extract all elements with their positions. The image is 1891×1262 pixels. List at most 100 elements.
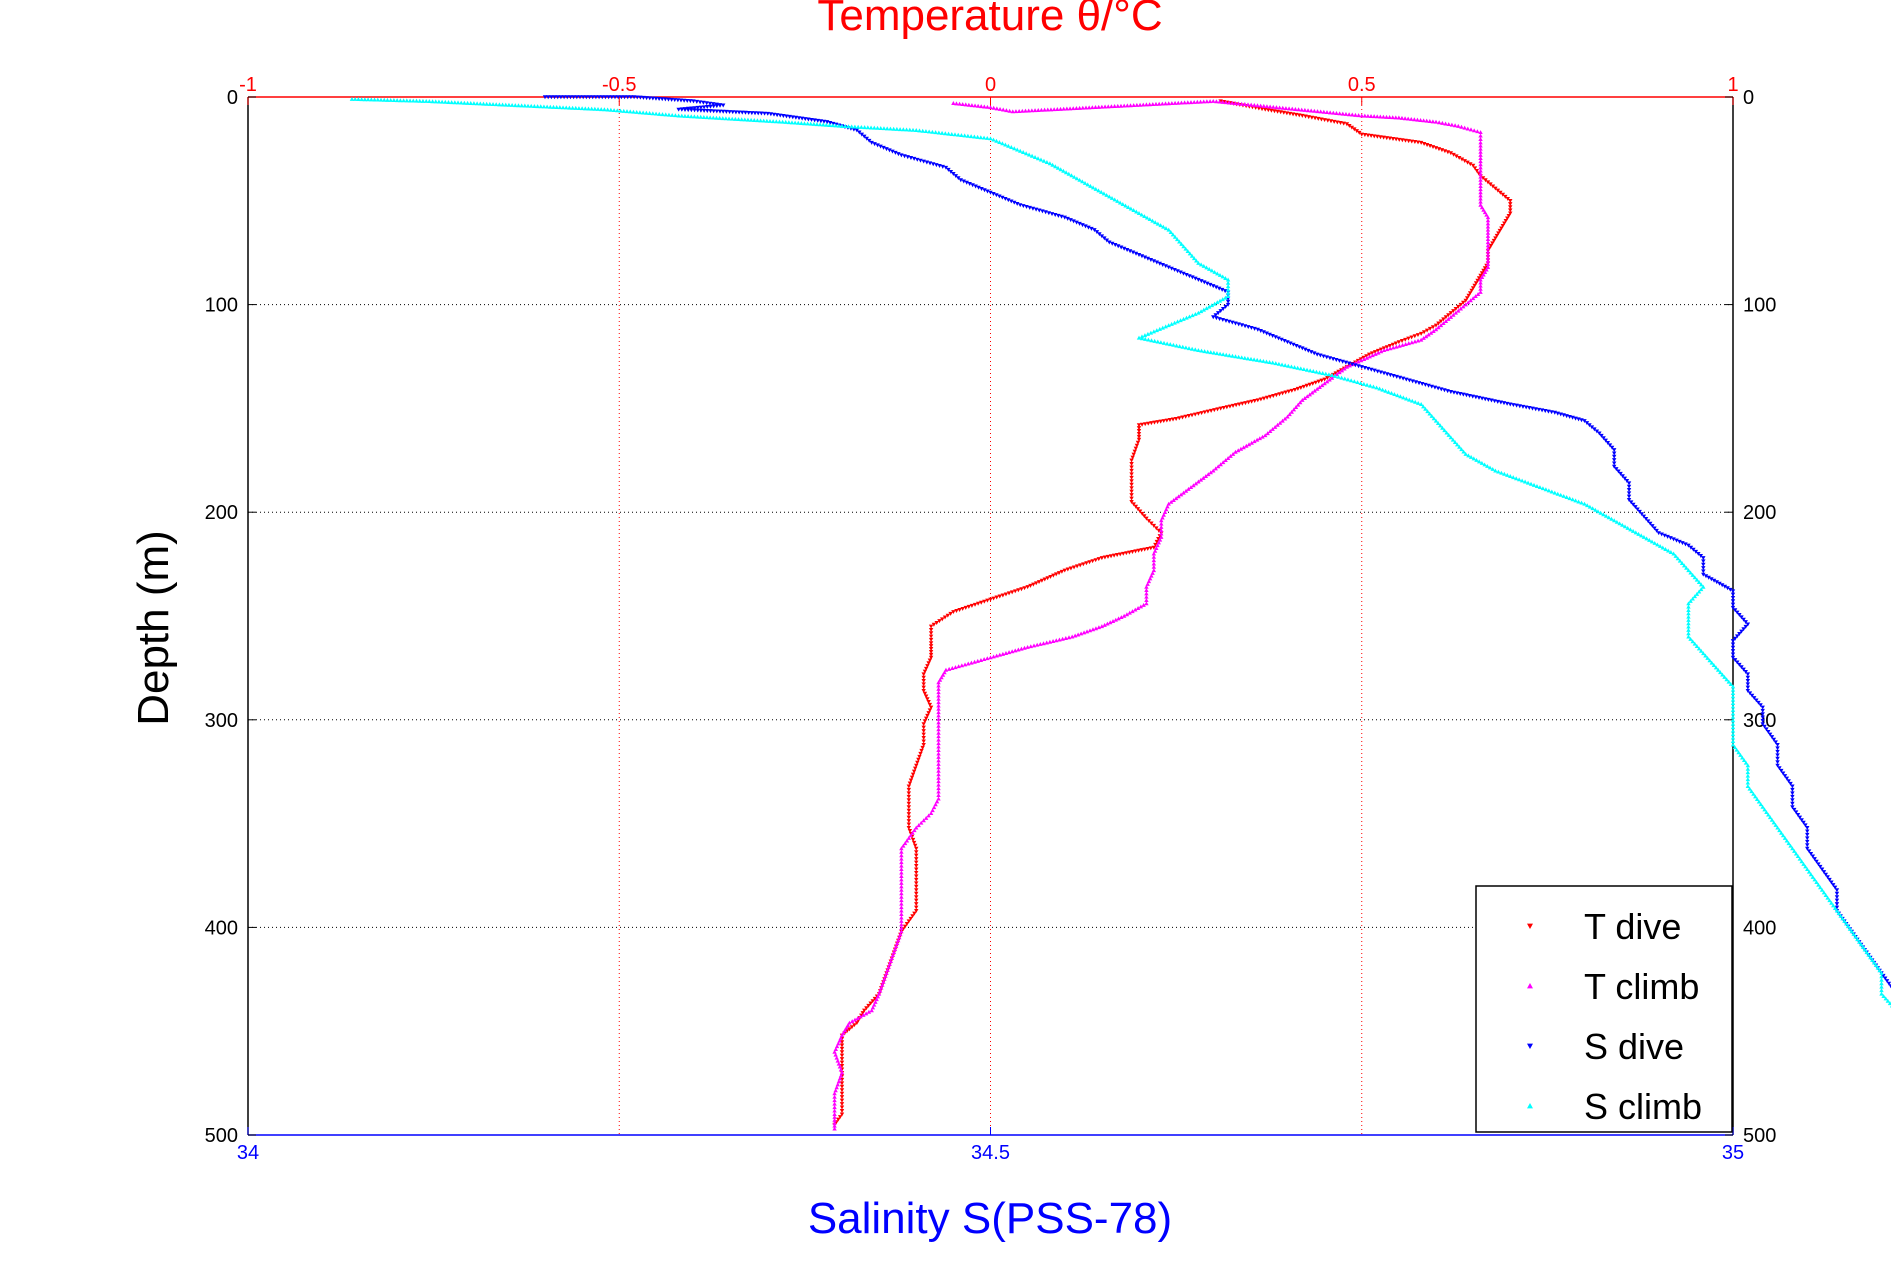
data-point bbox=[1088, 183, 1093, 188]
data-point bbox=[1769, 817, 1775, 822]
data-point bbox=[1711, 663, 1717, 667]
data-point bbox=[803, 117, 808, 122]
data-point bbox=[1834, 895, 1840, 900]
data-point bbox=[1316, 116, 1321, 121]
data-point bbox=[936, 741, 941, 746]
data-point bbox=[1847, 926, 1853, 931]
depth-tick-label-right: 0 bbox=[1743, 87, 1754, 109]
data-point bbox=[988, 597, 993, 602]
data-point bbox=[928, 641, 934, 646]
data-point bbox=[1620, 522, 1625, 527]
data-point bbox=[1688, 570, 1693, 575]
data-point bbox=[1074, 220, 1079, 225]
data-point bbox=[1805, 825, 1810, 830]
data-point bbox=[1630, 528, 1636, 533]
data-point bbox=[1161, 419, 1166, 424]
data-point bbox=[1668, 536, 1673, 541]
data-point bbox=[1475, 278, 1480, 283]
data-point bbox=[455, 100, 461, 105]
data-point bbox=[908, 833, 913, 838]
data-point bbox=[1745, 622, 1751, 627]
data-point bbox=[1612, 518, 1617, 523]
data-point bbox=[927, 658, 933, 663]
data-point bbox=[682, 107, 688, 112]
data-point bbox=[1261, 103, 1267, 108]
data-point bbox=[1622, 524, 1628, 529]
data-point bbox=[1387, 136, 1393, 141]
data-point bbox=[352, 96, 358, 101]
data-point bbox=[1760, 715, 1765, 720]
data-point bbox=[1230, 403, 1236, 408]
data-point bbox=[1762, 724, 1767, 729]
data-point bbox=[1456, 308, 1461, 313]
data-point bbox=[644, 110, 649, 115]
data-point bbox=[1478, 280, 1483, 285]
data-point bbox=[1457, 444, 1462, 449]
data-point bbox=[503, 102, 508, 107]
data-point bbox=[1842, 918, 1847, 923]
data-point bbox=[1412, 334, 1417, 339]
data-point bbox=[982, 599, 987, 604]
data-point bbox=[921, 732, 926, 737]
data-point bbox=[509, 102, 515, 107]
data-point bbox=[1397, 137, 1402, 142]
data-point bbox=[1645, 519, 1651, 524]
data-point bbox=[1190, 313, 1195, 318]
data-point bbox=[957, 608, 962, 612]
data-point bbox=[839, 1095, 845, 1100]
data-point bbox=[1609, 516, 1614, 521]
data-point bbox=[1159, 518, 1164, 523]
data-point bbox=[1003, 196, 1008, 201]
data-point bbox=[1364, 355, 1370, 360]
data-point bbox=[1147, 102, 1152, 107]
data-point bbox=[1564, 495, 1569, 500]
data-point bbox=[806, 117, 811, 122]
data-point bbox=[1648, 521, 1653, 526]
data-point bbox=[1141, 102, 1146, 107]
data-point bbox=[1267, 104, 1273, 109]
data-point bbox=[1814, 880, 1819, 885]
legend-label: S dive bbox=[1584, 1026, 1684, 1067]
data-point bbox=[1499, 226, 1504, 231]
data-point bbox=[839, 1102, 845, 1107]
data-point bbox=[1223, 318, 1229, 323]
data-point bbox=[1198, 262, 1204, 267]
data-point bbox=[906, 825, 912, 830]
data-point bbox=[855, 1016, 860, 1020]
data-point bbox=[1333, 373, 1338, 378]
data-point bbox=[1498, 400, 1504, 405]
data-point bbox=[619, 95, 624, 100]
data-point bbox=[1806, 849, 1812, 854]
data-point bbox=[1722, 584, 1728, 589]
data-point bbox=[1404, 396, 1409, 401]
data-point bbox=[834, 1085, 839, 1090]
data-point bbox=[936, 130, 942, 135]
data-point bbox=[899, 856, 904, 861]
data-point bbox=[1051, 573, 1056, 578]
data-point bbox=[1683, 542, 1688, 547]
data-point bbox=[1436, 321, 1441, 326]
data-point bbox=[1805, 829, 1810, 834]
data-point bbox=[1469, 288, 1474, 293]
data-point bbox=[1514, 403, 1519, 408]
data-point bbox=[914, 860, 919, 865]
data-point bbox=[1169, 101, 1175, 106]
data-point bbox=[872, 996, 878, 1001]
data-point bbox=[1023, 151, 1029, 156]
data-point bbox=[1260, 434, 1265, 439]
data-point bbox=[1747, 691, 1753, 696]
data-point bbox=[1013, 589, 1018, 594]
depth-tick-label-left: 0 bbox=[227, 87, 238, 109]
data-point bbox=[1730, 721, 1736, 726]
data-point bbox=[907, 127, 912, 132]
data-point bbox=[1187, 251, 1193, 256]
data-point bbox=[906, 801, 912, 806]
data-point bbox=[1739, 629, 1744, 634]
data-point bbox=[1349, 125, 1355, 130]
data-point bbox=[991, 654, 996, 659]
data-point bbox=[928, 811, 934, 815]
salinity-axis-title: Salinity S(PSS-78) bbox=[808, 1194, 1172, 1243]
data-point bbox=[1071, 106, 1076, 111]
data-point bbox=[1225, 287, 1231, 292]
